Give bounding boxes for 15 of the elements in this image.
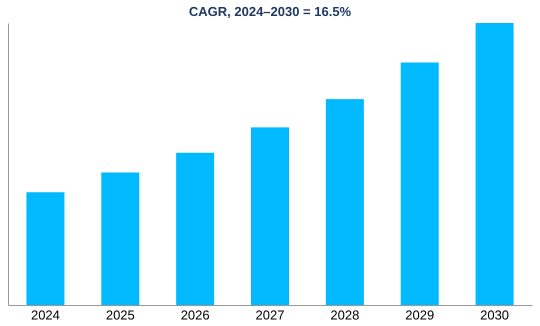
x-tick-label: 2027: [256, 308, 284, 322]
x-tick-label: 2024: [30, 308, 60, 322]
x-tick-label: 2026: [180, 308, 210, 322]
bar: [400, 62, 439, 305]
bar: [476, 23, 514, 305]
x-tick-label: 2025: [106, 308, 135, 322]
x-tick-label: 2029: [405, 308, 434, 322]
bar: [326, 99, 364, 305]
bar: [101, 172, 140, 305]
bar: [251, 127, 289, 305]
bar: [26, 192, 64, 305]
x-tick-label: 2030: [480, 308, 510, 322]
x-tick-label: 2028: [330, 308, 360, 322]
chart-title: CAGR, 2024–2030 = 16.5%: [188, 4, 352, 19]
bar: [176, 152, 214, 305]
